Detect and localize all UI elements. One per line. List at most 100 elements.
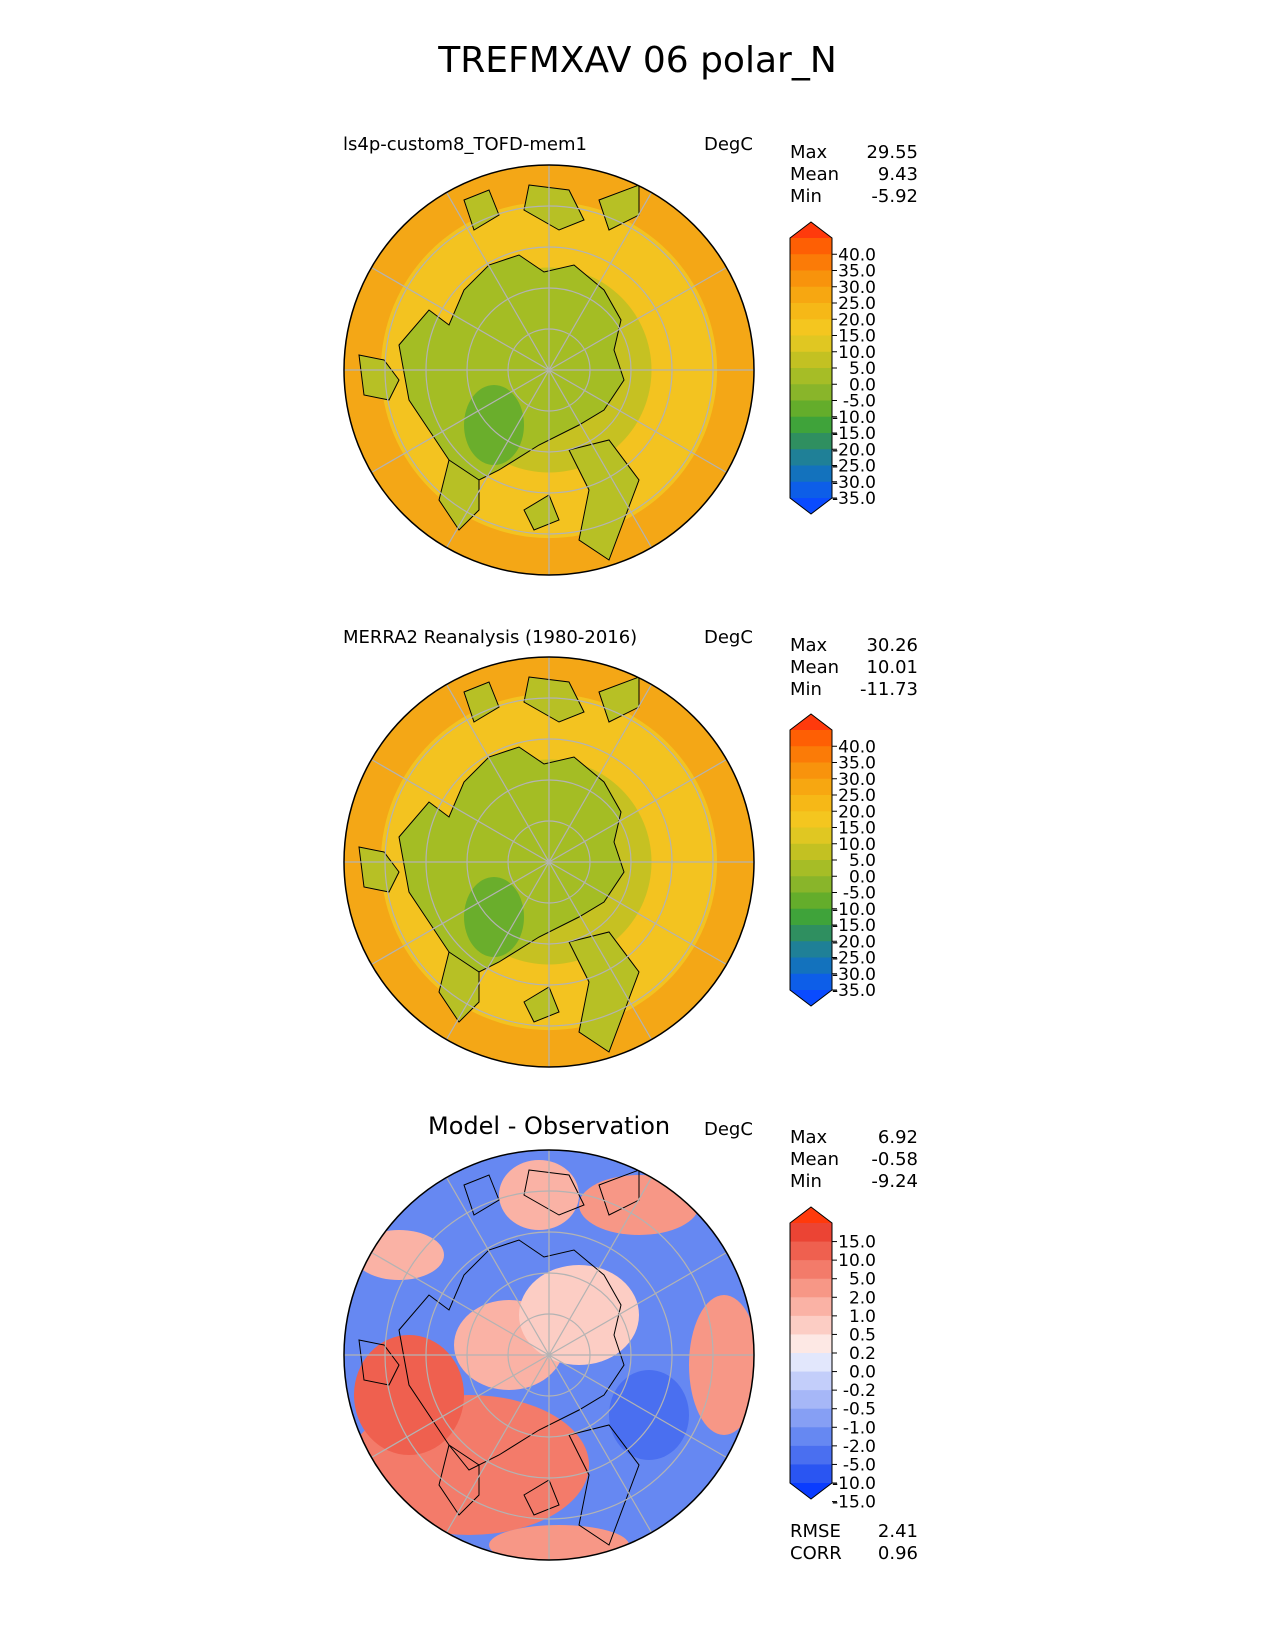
colorbar-tick-label: 0.0 <box>849 375 876 395</box>
colorbar-segment <box>790 1297 832 1317</box>
panel-2-title: MERRA2 Reanalysis (1980-2016) <box>343 627 638 648</box>
colorbar-segment <box>790 1427 832 1447</box>
colorbar-segment <box>790 254 832 272</box>
rmse-label: RMSE <box>790 1521 841 1542</box>
colorbar-segment <box>790 449 832 467</box>
coastline <box>358 1339 400 1386</box>
panel-3-units: DegC <box>704 1119 753 1140</box>
colorbar-tick-label: 20.0 <box>838 310 876 330</box>
map-boundary <box>343 656 755 1068</box>
colorbar-segment <box>790 827 832 845</box>
colorbar-tick-label: -15.0 <box>832 424 876 444</box>
colorbar-3: 15.010.05.02.01.00.50.20.0-0.2-0.5-1.0-2… <box>789 1206 876 1513</box>
land-mass <box>523 676 585 723</box>
stat-mean-value: 10.01 <box>866 657 918 678</box>
colorbar-segment <box>790 270 832 288</box>
polar-map-2 <box>344 657 754 1067</box>
colorbar-tick-label: -25.0 <box>832 457 876 477</box>
diff-anomaly-region <box>689 1295 754 1435</box>
colorbar-segment <box>790 795 832 812</box>
colorbar-tick-label: -30.0 <box>832 965 876 985</box>
panel-1-title: ls4p-custom8_TOFD-mem1 <box>343 134 587 155</box>
colorbar-segment <box>790 433 832 450</box>
land-mass <box>463 189 500 231</box>
colorbar-tick-label: -2.0 <box>843 1437 876 1457</box>
panel-3-stats: Max 6.92 Mean -0.58 Min -9.24 <box>790 1127 918 1193</box>
colorbar-segment <box>790 957 832 975</box>
colorbar-tick-label: 15.0 <box>838 819 876 839</box>
colorbar-segment <box>790 1260 832 1280</box>
colorbar-tick-label: 40.0 <box>838 737 876 757</box>
colorbar-segment <box>790 730 832 747</box>
colorbar-segment <box>790 746 832 764</box>
colorbar-segment <box>790 1371 832 1391</box>
greenland-ice <box>464 385 524 465</box>
colorbar-tick-label: 15.0 <box>838 327 876 347</box>
stat-mean-label: Mean <box>790 1149 840 1170</box>
colorbar-tick-label: 5.0 <box>849 1270 876 1290</box>
colorbar-tick-label: -15.0 <box>832 1493 876 1513</box>
colorbar-segment <box>790 1390 832 1410</box>
greenland-ice <box>464 877 524 957</box>
colorbar-extend-max <box>790 1207 832 1223</box>
colorbar-segment <box>790 1408 832 1428</box>
colorbar-segment <box>790 892 832 910</box>
land-mass <box>523 986 560 1023</box>
colorbar-1: 40.035.030.025.020.015.010.05.00.0-5.0-1… <box>789 221 876 515</box>
colorbar-tick-label: -10.0 <box>832 1474 876 1494</box>
colorbar-2: 40.035.030.025.020.015.010.05.00.0-5.0-1… <box>789 713 876 1007</box>
panel-3-skill: RMSE 2.41 CORR 0.96 <box>790 1521 918 1565</box>
map-boundary <box>343 1149 755 1561</box>
land-mass <box>523 494 560 531</box>
colorbar-tick-label: 35.0 <box>838 262 876 282</box>
corr-label: CORR <box>790 1543 842 1564</box>
colorbar-tick-label: -5.0 <box>843 392 876 412</box>
colorbar-tick-label: -5.0 <box>843 884 876 904</box>
stat-min-value: -5.92 <box>871 186 918 207</box>
colorbar-segment <box>790 465 832 483</box>
polar-map-3 <box>344 1150 754 1560</box>
diff-anomaly-region <box>499 1160 579 1230</box>
figure-title: TREFMXAV 06 polar_N <box>438 40 837 81</box>
colorbar-tick-label: -30.0 <box>832 473 876 493</box>
colorbar-segment <box>790 384 832 402</box>
colorbar-segment <box>790 286 832 304</box>
colorbar-tick-label: -15.0 <box>832 916 876 936</box>
colorbar-tick-label: 10.0 <box>838 343 876 363</box>
stat-mean-label: Mean <box>790 164 840 185</box>
map-boundary <box>343 164 755 576</box>
diff-anomaly-region <box>609 1370 689 1460</box>
colorbar-segment <box>790 1315 832 1336</box>
colorbar-segment <box>790 973 832 991</box>
colorbar-tick-label: -10.0 <box>832 408 876 428</box>
colorbar-tick-label: 0.5 <box>849 1325 876 1345</box>
stat-min-label: Min <box>790 1171 822 1192</box>
colorbar-segment <box>790 1464 832 1484</box>
stat-mean-value: 9.43 <box>877 164 918 185</box>
colorbar-extend-min <box>790 1483 832 1499</box>
colorbar-tick-label: 10.0 <box>838 835 876 855</box>
land-mass <box>358 354 400 401</box>
colorbar-segment <box>790 368 832 385</box>
colorbar-segment <box>790 778 832 796</box>
colorbar-extend-max <box>790 222 832 238</box>
corr-value: 0.96 <box>877 1543 918 1564</box>
stat-max-label: Max <box>790 142 828 163</box>
colorbar-tick-label: -1.0 <box>843 1418 876 1438</box>
stat-max-value: 6.92 <box>877 1127 918 1148</box>
colorbar-tick-label: -35.0 <box>832 981 876 1001</box>
panel-1-units: DegC <box>704 134 753 155</box>
colorbar-tick-label: 15.0 <box>838 1233 876 1253</box>
colorbar-tick-label: -35.0 <box>832 489 876 509</box>
colorbar-extend-max <box>790 714 832 730</box>
colorbar-tick-label: -25.0 <box>832 949 876 969</box>
colorbar-tick-label: -10.0 <box>832 900 876 920</box>
colorbar-tick-label: -0.5 <box>843 1400 876 1420</box>
colorbar-segment <box>790 1445 832 1466</box>
colorbar-tick-label: 1.0 <box>849 1307 876 1327</box>
stat-mean-label: Mean <box>790 657 840 678</box>
colorbar-tick-label: -0.2 <box>843 1381 876 1401</box>
stat-min-value: -11.73 <box>859 679 918 700</box>
colorbar-tick-label: 30.0 <box>838 770 876 790</box>
